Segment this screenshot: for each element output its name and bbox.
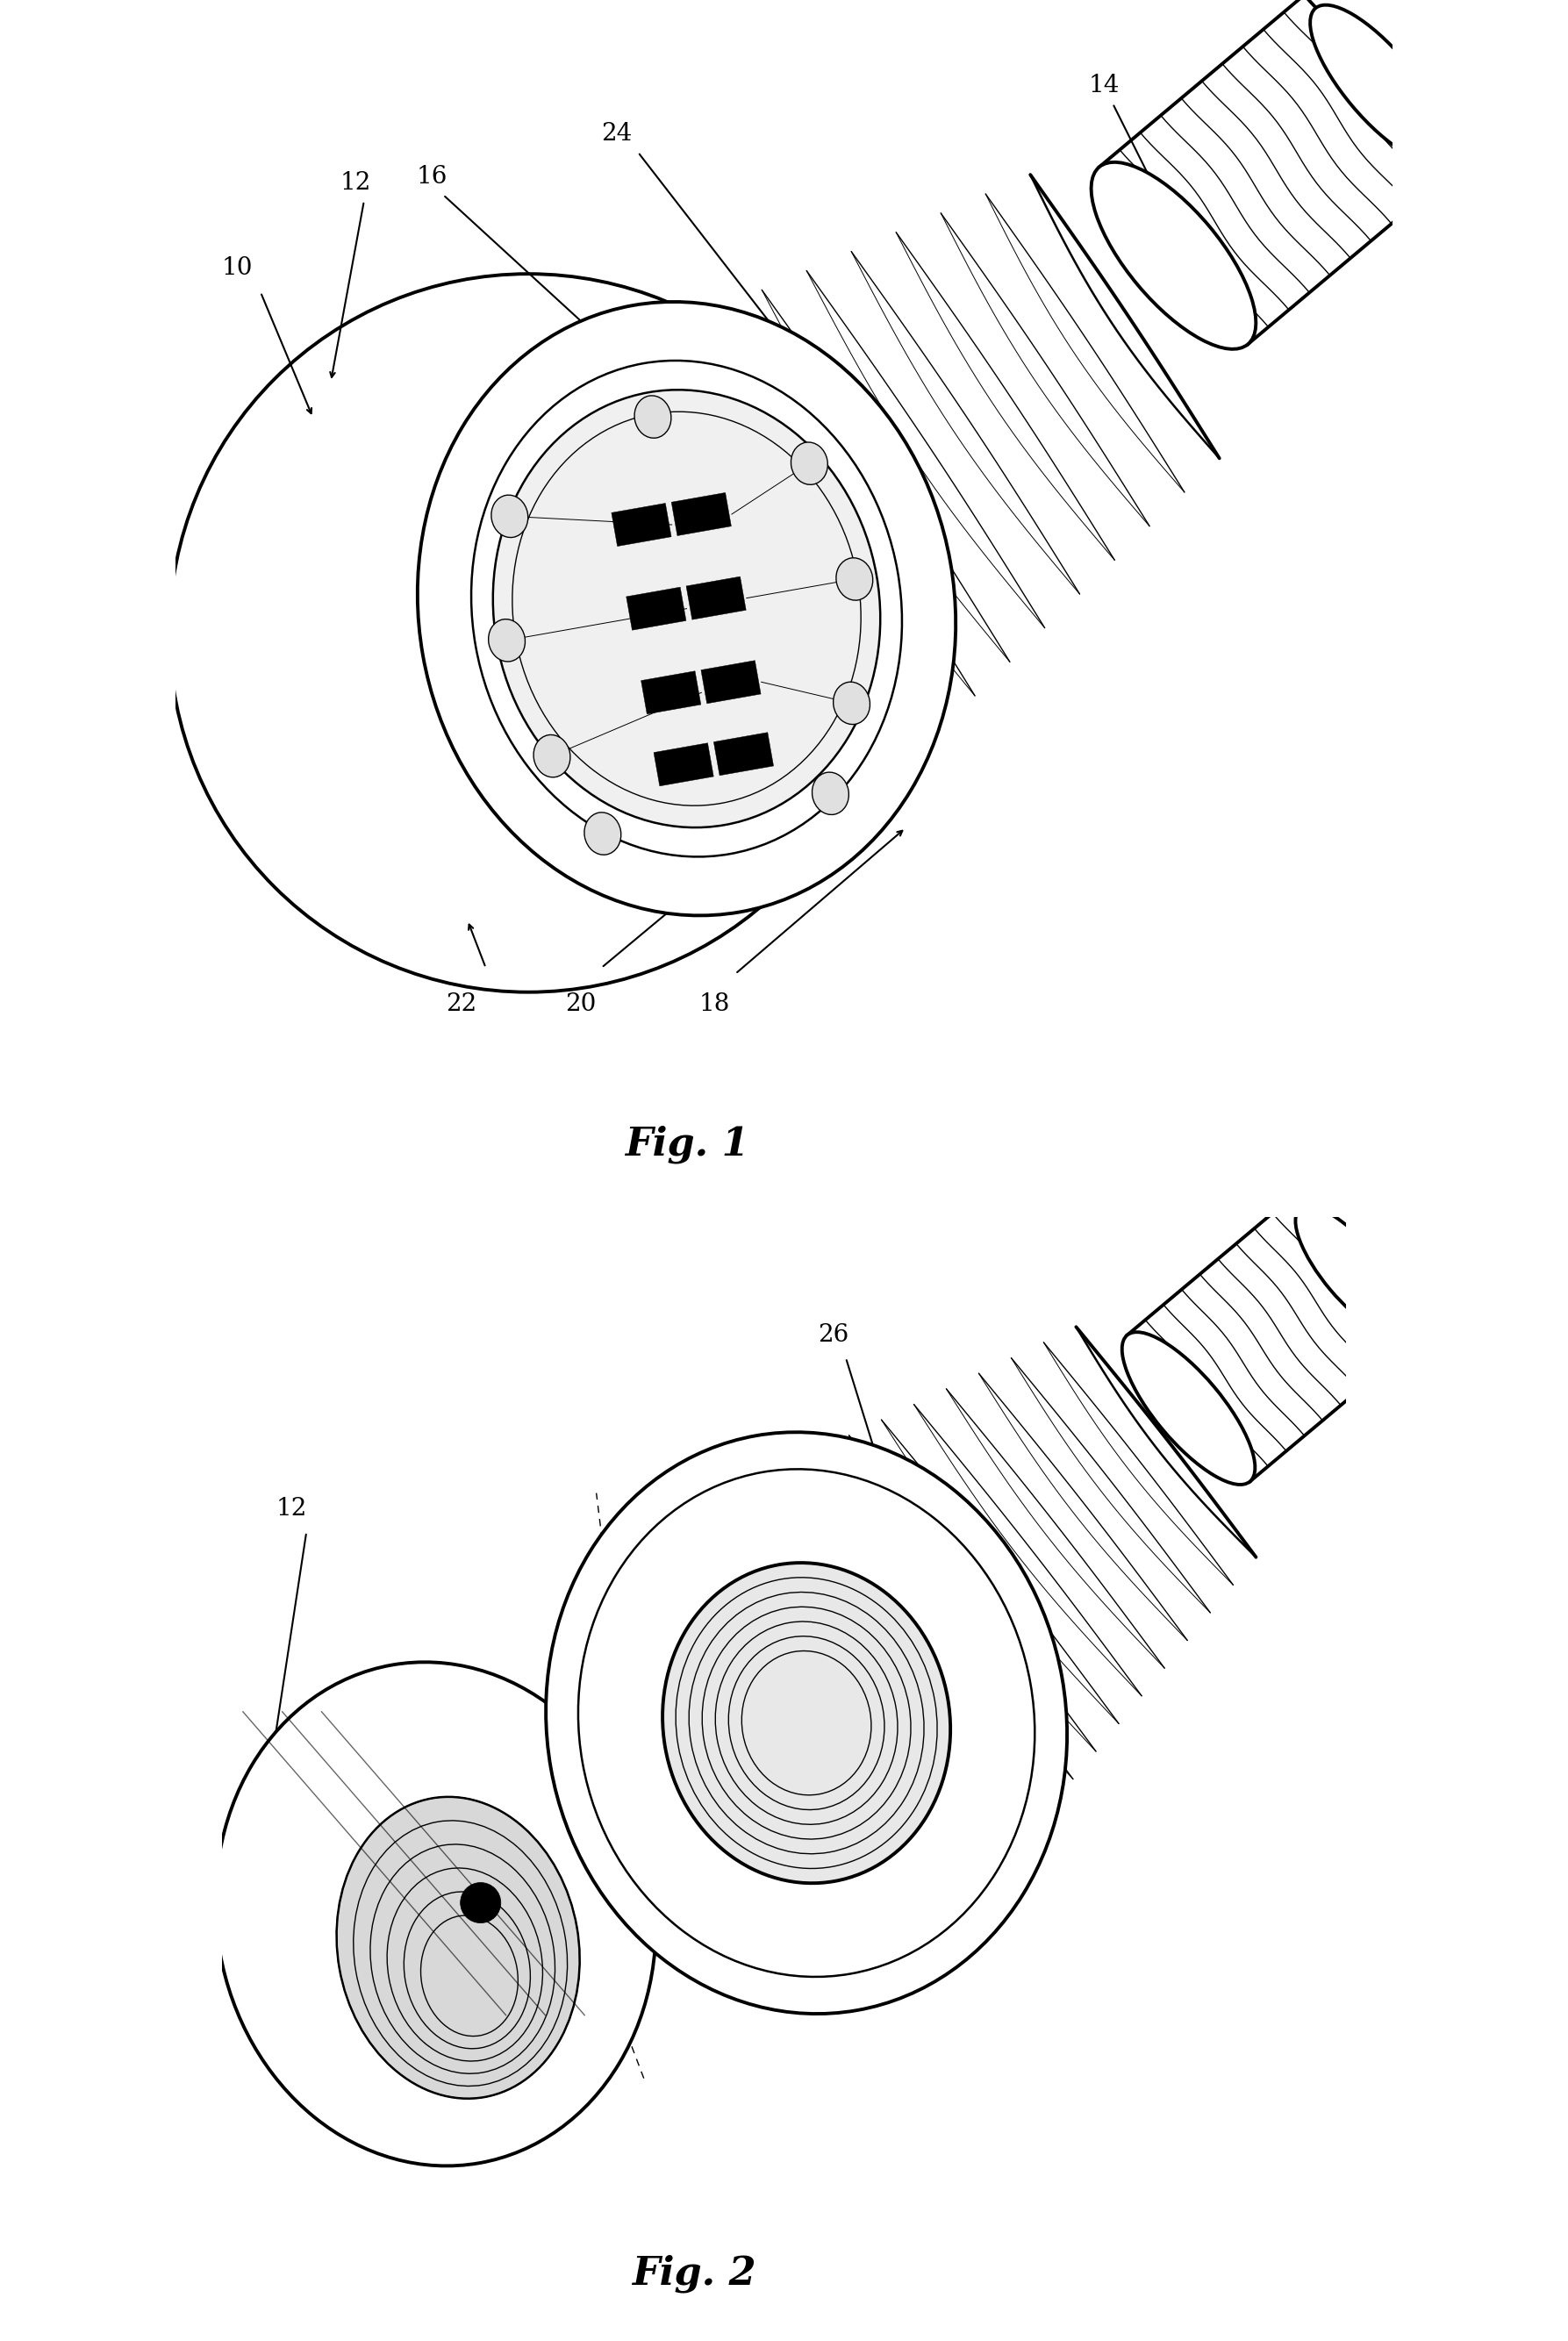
Polygon shape <box>671 492 731 536</box>
Circle shape <box>461 1882 500 1922</box>
Text: Fig. 1: Fig. 1 <box>624 1126 750 1163</box>
Ellipse shape <box>533 735 571 777</box>
Ellipse shape <box>488 618 525 663</box>
Ellipse shape <box>491 494 528 538</box>
Polygon shape <box>687 576 746 620</box>
Polygon shape <box>713 733 773 775</box>
Polygon shape <box>641 672 701 714</box>
Ellipse shape <box>1091 162 1256 349</box>
Text: 12: 12 <box>340 171 370 194</box>
Polygon shape <box>654 742 713 787</box>
Polygon shape <box>701 660 760 705</box>
Ellipse shape <box>546 1433 1068 2013</box>
Ellipse shape <box>663 1564 950 1882</box>
Text: 12: 12 <box>276 1496 307 1522</box>
Ellipse shape <box>812 773 848 815</box>
Ellipse shape <box>1123 1332 1254 1484</box>
Ellipse shape <box>1311 5 1447 162</box>
Text: 22: 22 <box>445 993 477 1016</box>
Text: 24: 24 <box>602 122 632 145</box>
Polygon shape <box>626 588 687 630</box>
Ellipse shape <box>833 681 870 723</box>
Text: 16: 16 <box>417 164 447 190</box>
Text: 10: 10 <box>221 255 252 281</box>
Ellipse shape <box>1295 1206 1408 1337</box>
Text: Fig. 2: Fig. 2 <box>632 2254 756 2292</box>
Ellipse shape <box>790 442 828 485</box>
Ellipse shape <box>585 812 621 854</box>
Ellipse shape <box>337 1798 580 2098</box>
Ellipse shape <box>635 396 671 438</box>
Text: 20: 20 <box>564 993 596 1016</box>
Ellipse shape <box>492 391 880 826</box>
Text: 26: 26 <box>817 1323 848 1346</box>
Ellipse shape <box>417 302 956 915</box>
Ellipse shape <box>215 1662 655 2165</box>
Text: 14: 14 <box>1088 73 1120 98</box>
Ellipse shape <box>836 557 873 599</box>
Text: 18: 18 <box>699 993 729 1016</box>
Polygon shape <box>612 503 671 545</box>
